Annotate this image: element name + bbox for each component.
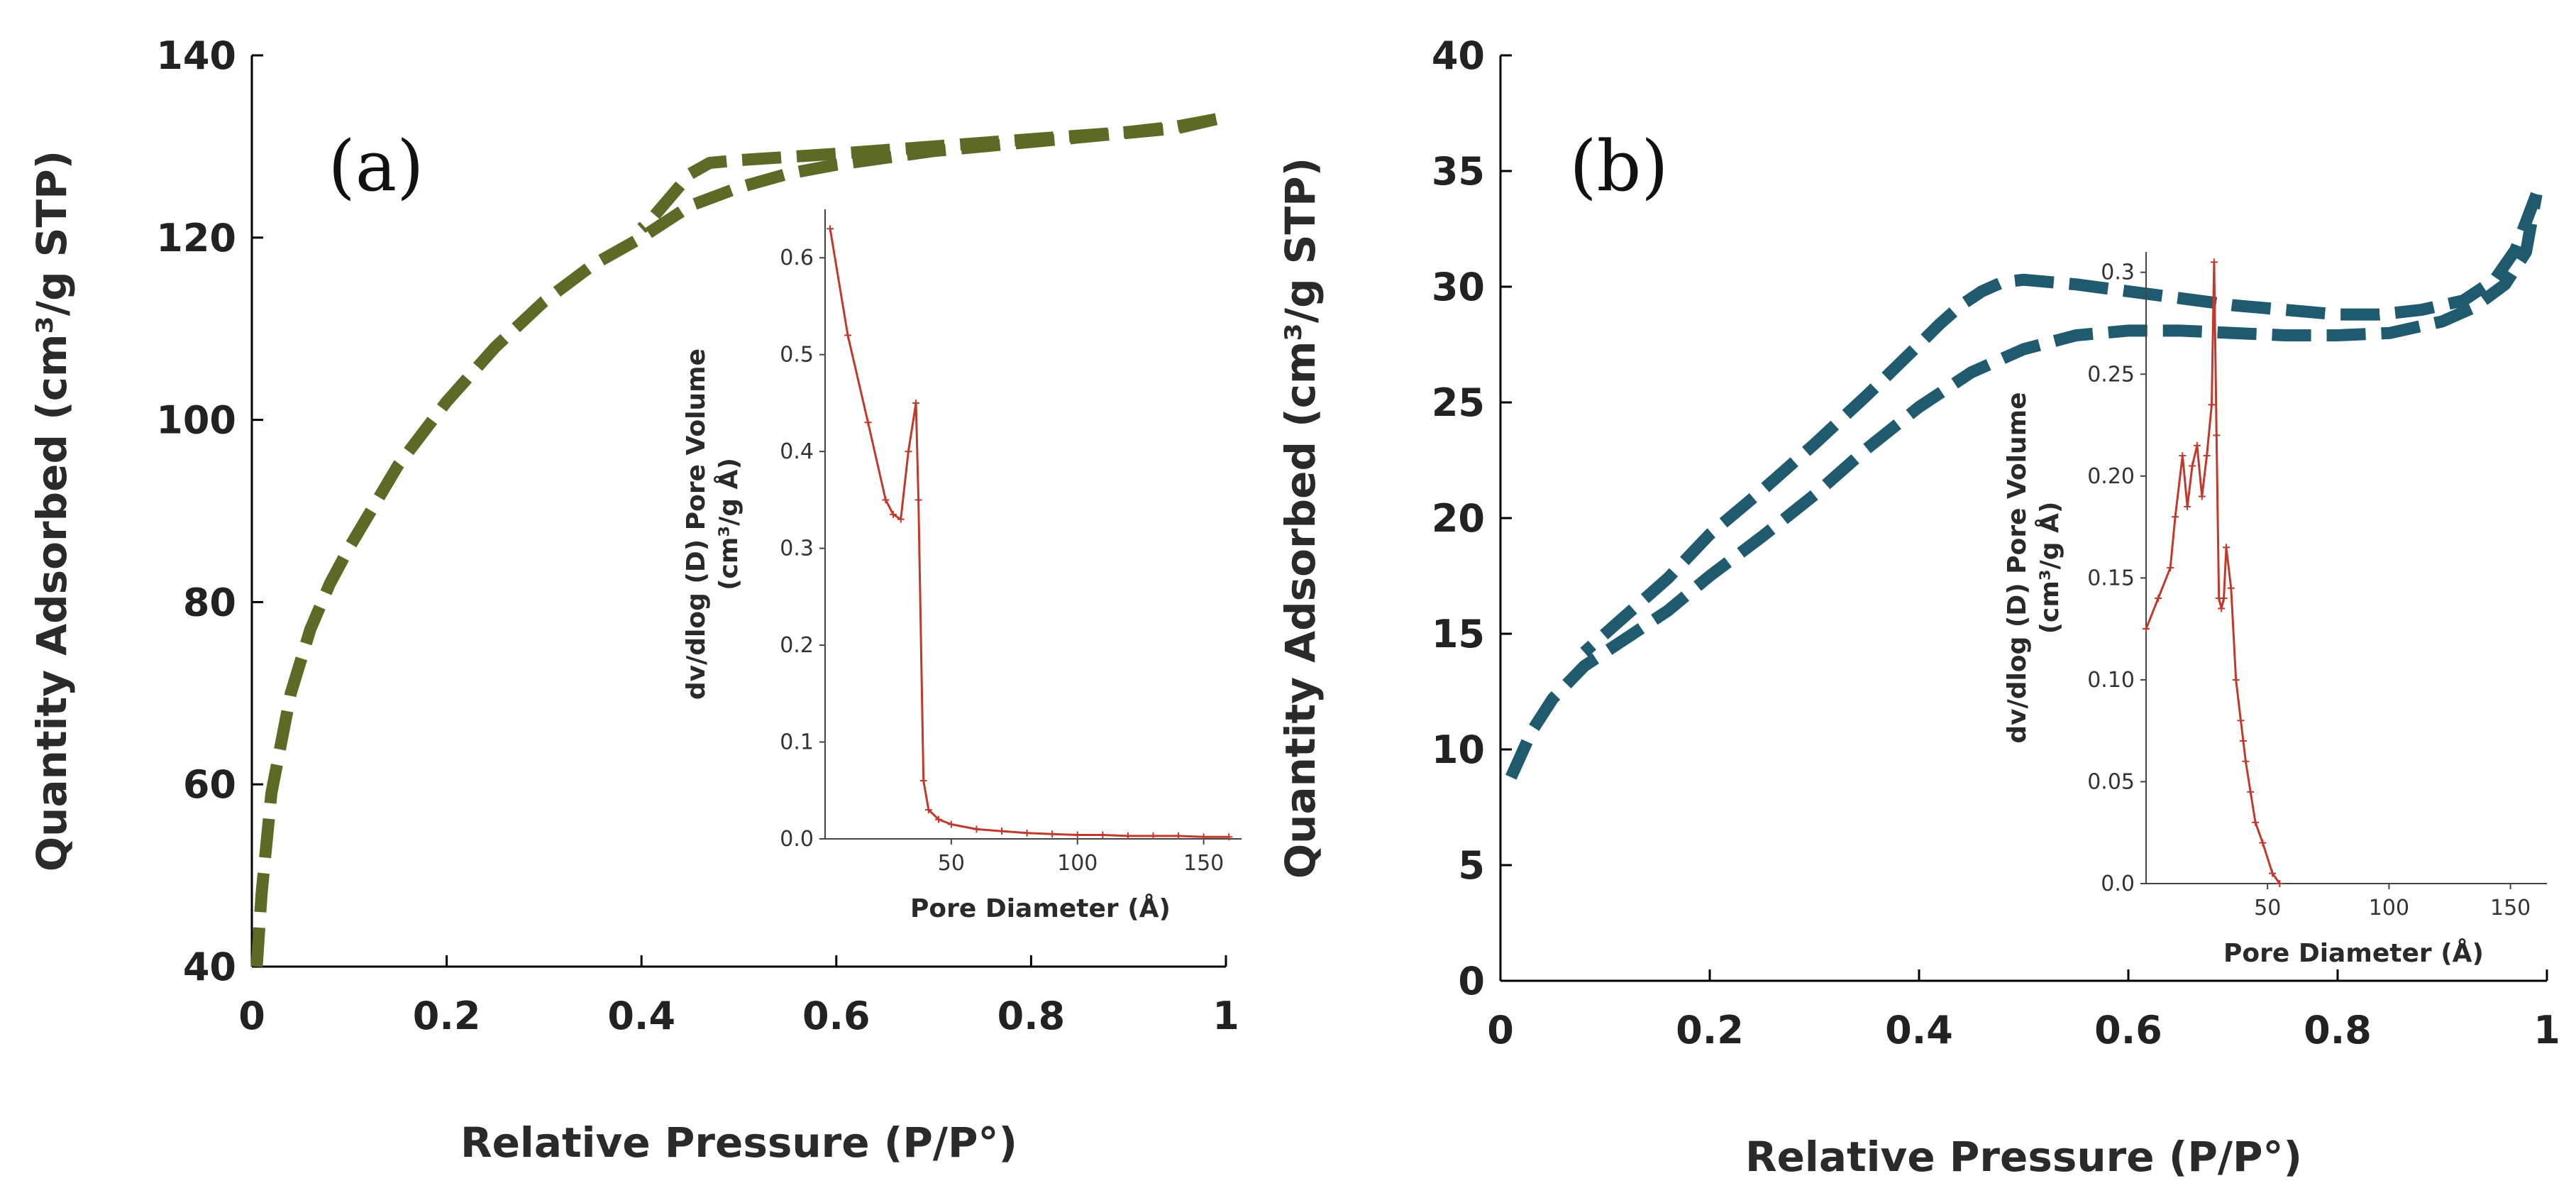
y-tick-label: 40 — [183, 945, 236, 989]
desorption-series-line — [637, 113, 1217, 233]
x-tick-label: 0 — [238, 994, 265, 1038]
inset-y-tick-label: 0.10 — [2087, 668, 2135, 693]
y-tick-label: 35 — [1432, 149, 1485, 194]
inset-y-tick-label: 0.1 — [780, 730, 814, 755]
inset-y-tick-label: 0.05 — [2087, 769, 2135, 794]
inset-x-tick-label: 100 — [1057, 851, 1098, 876]
y-tick-label: 20 — [1432, 496, 1485, 541]
inset-y-axis-label: dv/dlog (D) Pore Volume — [2003, 392, 2032, 743]
x-tick-label: 0.8 — [997, 994, 1066, 1038]
inset-x-axis-label: Pore Diameter (Å) — [910, 894, 1171, 923]
inset-series-line — [829, 229, 1229, 838]
x-tick-label: 0.2 — [413, 994, 481, 1038]
y-tick-label: 0 — [1458, 959, 1485, 1004]
inset-y-tick-label: 0.0 — [2101, 872, 2135, 896]
inset-y-tick-label: 0.4 — [780, 439, 814, 464]
y-axis-label: Quantity Adsorbed (cm³/g STP) — [28, 150, 76, 872]
x-tick-label: 0.6 — [2094, 1008, 2162, 1052]
inset-y-tick-label: 0.5 — [780, 343, 814, 368]
inset-y-tick-label: 0.25 — [2087, 362, 2135, 387]
inset-x-axis-label: Pore Diameter (Å) — [2223, 938, 2484, 968]
inset-x-tick-label: 150 — [1183, 851, 1224, 876]
y-tick-label: 80 — [183, 580, 236, 625]
y-tick-label: 120 — [156, 216, 236, 260]
adsorption-series-line — [1505, 193, 2543, 780]
x-axis-label: Relative Pressure (P/P°) — [460, 1118, 1017, 1167]
x-tick-label: 0 — [1487, 1008, 1514, 1052]
inset-y-tick-label: 0.3 — [780, 537, 814, 561]
y-tick-label: 5 — [1458, 843, 1485, 888]
inset-y-tick-label: 0.6 — [780, 246, 814, 270]
x-tick-label: 0.2 — [1676, 1008, 1744, 1052]
panel-b-tag: (b) — [1569, 126, 1668, 207]
y-tick-label: 100 — [156, 398, 236, 443]
inset-y-tick-label: 0.3 — [2101, 260, 2135, 285]
inset-x-tick-label: 50 — [2254, 896, 2281, 920]
y-axis-label: Quantity Adsorbed (cm³/g STP) — [1276, 158, 1325, 879]
y-tick-label: 140 — [156, 33, 236, 78]
inset-y-axis-label: (cm³/g Å) — [714, 458, 743, 590]
inset-y-tick-label: 0.0 — [780, 827, 814, 852]
inset-y-axis-label: dv/dlog (D) Pore Volume — [682, 348, 711, 700]
panel-a-tag: (a) — [328, 126, 424, 207]
y-tick-label: 10 — [1432, 727, 1485, 772]
y-tick-label: 40 — [1432, 33, 1485, 78]
inset-x-tick-label: 50 — [938, 851, 965, 876]
y-tick-label: 25 — [1432, 380, 1485, 425]
x-tick-label: 0.4 — [1885, 1008, 1953, 1052]
inset-x-tick-label: 100 — [2369, 896, 2409, 920]
inset-x-tick-label: 150 — [2490, 896, 2531, 920]
x-tick-label: 1 — [1212, 994, 1239, 1038]
panel-a-chart: (a) 0 0.2 0.4 0.6 0.8 1406080100120140Relativ… — [28, 33, 1242, 1167]
x-tick-label: 0.8 — [2304, 1008, 2372, 1052]
x-tick-label: 0.6 — [802, 994, 870, 1038]
y-tick-label: 30 — [1432, 265, 1485, 309]
y-tick-label: 60 — [183, 762, 236, 807]
x-tick-label: 0.4 — [607, 994, 675, 1038]
panel-b-chart: (b) 0 0.2 0.4 0.6 0.8 10510152025303540Relati… — [1276, 33, 2560, 1181]
inset-y-tick-label: 0.2 — [780, 633, 814, 658]
x-tick-label: 1 — [2533, 1008, 2560, 1052]
inset-series-line — [2145, 260, 2281, 884]
inset-y-axis-label: (cm³/g Å) — [2035, 502, 2064, 634]
inset-y-tick-label: 0.15 — [2087, 566, 2135, 590]
x-axis-label: Relative Pressure (P/P°) — [1745, 1133, 2302, 1181]
desorption-series-line — [1580, 192, 2543, 657]
inset-y-tick-label: 0.20 — [2087, 464, 2135, 489]
y-tick-label: 15 — [1432, 612, 1485, 656]
